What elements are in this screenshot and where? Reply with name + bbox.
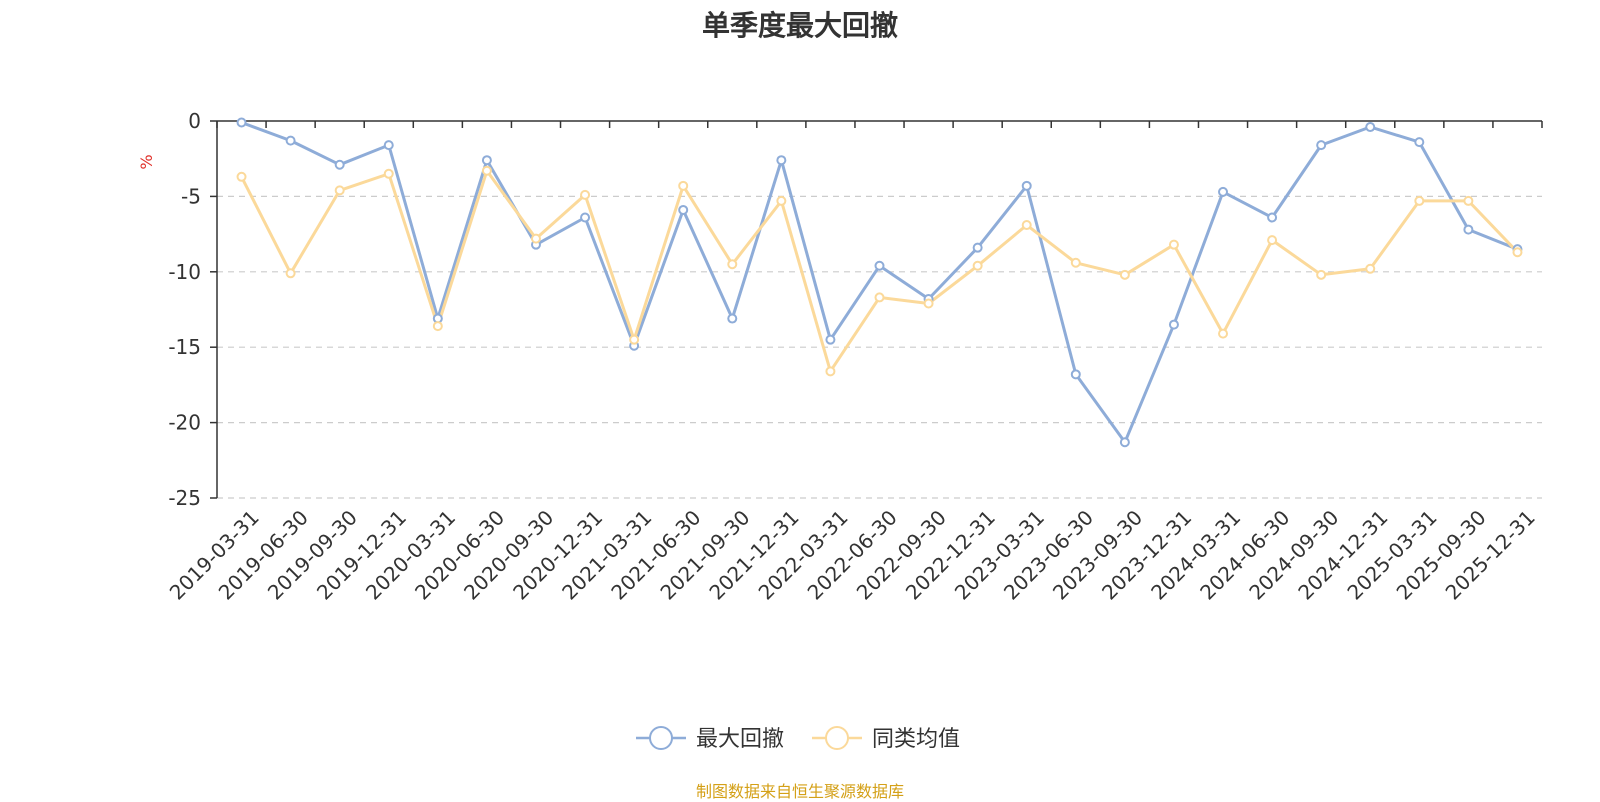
data-point[interactable] bbox=[580, 189, 591, 200]
data-point[interactable] bbox=[334, 185, 345, 196]
data-point[interactable] bbox=[481, 165, 492, 176]
source-note: 制图数据来自恒生聚源数据库 bbox=[695, 782, 904, 801]
data-point[interactable] bbox=[334, 159, 345, 170]
data-point[interactable] bbox=[285, 268, 296, 279]
y-tick-label: -10 bbox=[168, 260, 201, 284]
grid-lines bbox=[217, 195, 1542, 499]
y-tick-label: 0 bbox=[188, 109, 201, 133]
legend-label: 最大回撤 bbox=[696, 727, 784, 752]
data-point[interactable] bbox=[1119, 269, 1130, 280]
data-point[interactable] bbox=[1365, 122, 1376, 133]
data-point[interactable] bbox=[678, 204, 689, 215]
legend[interactable]: 最大回撤 同类均值 bbox=[636, 726, 960, 752]
data-point[interactable] bbox=[1316, 269, 1327, 280]
data-point[interactable] bbox=[383, 140, 394, 151]
y-tick-label: -5 bbox=[181, 184, 201, 208]
data-point[interactable] bbox=[1168, 319, 1179, 330]
data-point[interactable] bbox=[776, 155, 787, 166]
data-point[interactable] bbox=[1463, 224, 1474, 235]
data-point[interactable] bbox=[972, 242, 983, 253]
data-point[interactable] bbox=[1414, 137, 1425, 148]
legend-marker-icon bbox=[825, 726, 849, 750]
data-point[interactable] bbox=[432, 321, 443, 332]
y-tick-label: -25 bbox=[168, 486, 201, 510]
y-axis-unit-label: % bbox=[137, 154, 156, 169]
data-point[interactable] bbox=[1218, 186, 1229, 197]
series-max-drawdown bbox=[240, 121, 1519, 444]
y-tick-label: -20 bbox=[168, 411, 201, 435]
data-point[interactable] bbox=[1414, 195, 1425, 206]
data-point[interactable] bbox=[1021, 220, 1032, 231]
y-tick-label: -15 bbox=[168, 335, 201, 359]
data-point[interactable] bbox=[580, 212, 591, 223]
data-point[interactable] bbox=[383, 168, 394, 179]
data-point[interactable] bbox=[1168, 239, 1179, 250]
data-point[interactable] bbox=[629, 334, 640, 345]
data-point[interactable] bbox=[530, 233, 541, 244]
series-line bbox=[240, 169, 1519, 373]
data-point[interactable] bbox=[1267, 212, 1278, 223]
data-point[interactable] bbox=[236, 117, 247, 128]
data-point[interactable] bbox=[874, 260, 885, 271]
data-point[interactable] bbox=[1463, 195, 1474, 206]
data-point[interactable] bbox=[1119, 437, 1130, 448]
data-point[interactable] bbox=[1365, 263, 1376, 274]
legend-item-0[interactable]: 最大回撤 bbox=[636, 726, 784, 752]
legend-label: 同类均值 bbox=[872, 727, 960, 752]
series-layer bbox=[236, 117, 1523, 448]
data-point[interactable] bbox=[825, 334, 836, 345]
data-point[interactable] bbox=[678, 180, 689, 191]
data-point[interactable] bbox=[776, 195, 787, 206]
series-points-1 bbox=[236, 165, 1523, 377]
data-point[interactable] bbox=[1316, 140, 1327, 151]
data-point[interactable] bbox=[727, 313, 738, 324]
data-point[interactable] bbox=[1218, 328, 1229, 339]
data-point[interactable] bbox=[481, 155, 492, 166]
data-point[interactable] bbox=[1070, 257, 1081, 268]
series-line bbox=[240, 121, 1519, 444]
data-point[interactable] bbox=[285, 135, 296, 146]
data-point[interactable] bbox=[825, 366, 836, 377]
data-point[interactable] bbox=[727, 259, 738, 270]
data-point[interactable] bbox=[923, 298, 934, 309]
data-point[interactable] bbox=[1021, 180, 1032, 191]
data-point[interactable] bbox=[1267, 235, 1278, 246]
chart-title: 单季度最大回撤 bbox=[701, 9, 898, 42]
data-point[interactable] bbox=[874, 292, 885, 303]
series-peer-average bbox=[240, 169, 1519, 373]
data-point[interactable] bbox=[1512, 247, 1523, 258]
series-points-0 bbox=[236, 117, 1523, 448]
axes: 0-5-10-15-20-252019-03-312019-06-302019-… bbox=[165, 109, 1543, 604]
data-point[interactable] bbox=[236, 171, 247, 182]
data-point[interactable] bbox=[1070, 369, 1081, 380]
data-point[interactable] bbox=[972, 260, 983, 271]
legend-marker-icon bbox=[649, 726, 673, 750]
legend-item-1[interactable]: 同类均值 bbox=[812, 726, 960, 752]
